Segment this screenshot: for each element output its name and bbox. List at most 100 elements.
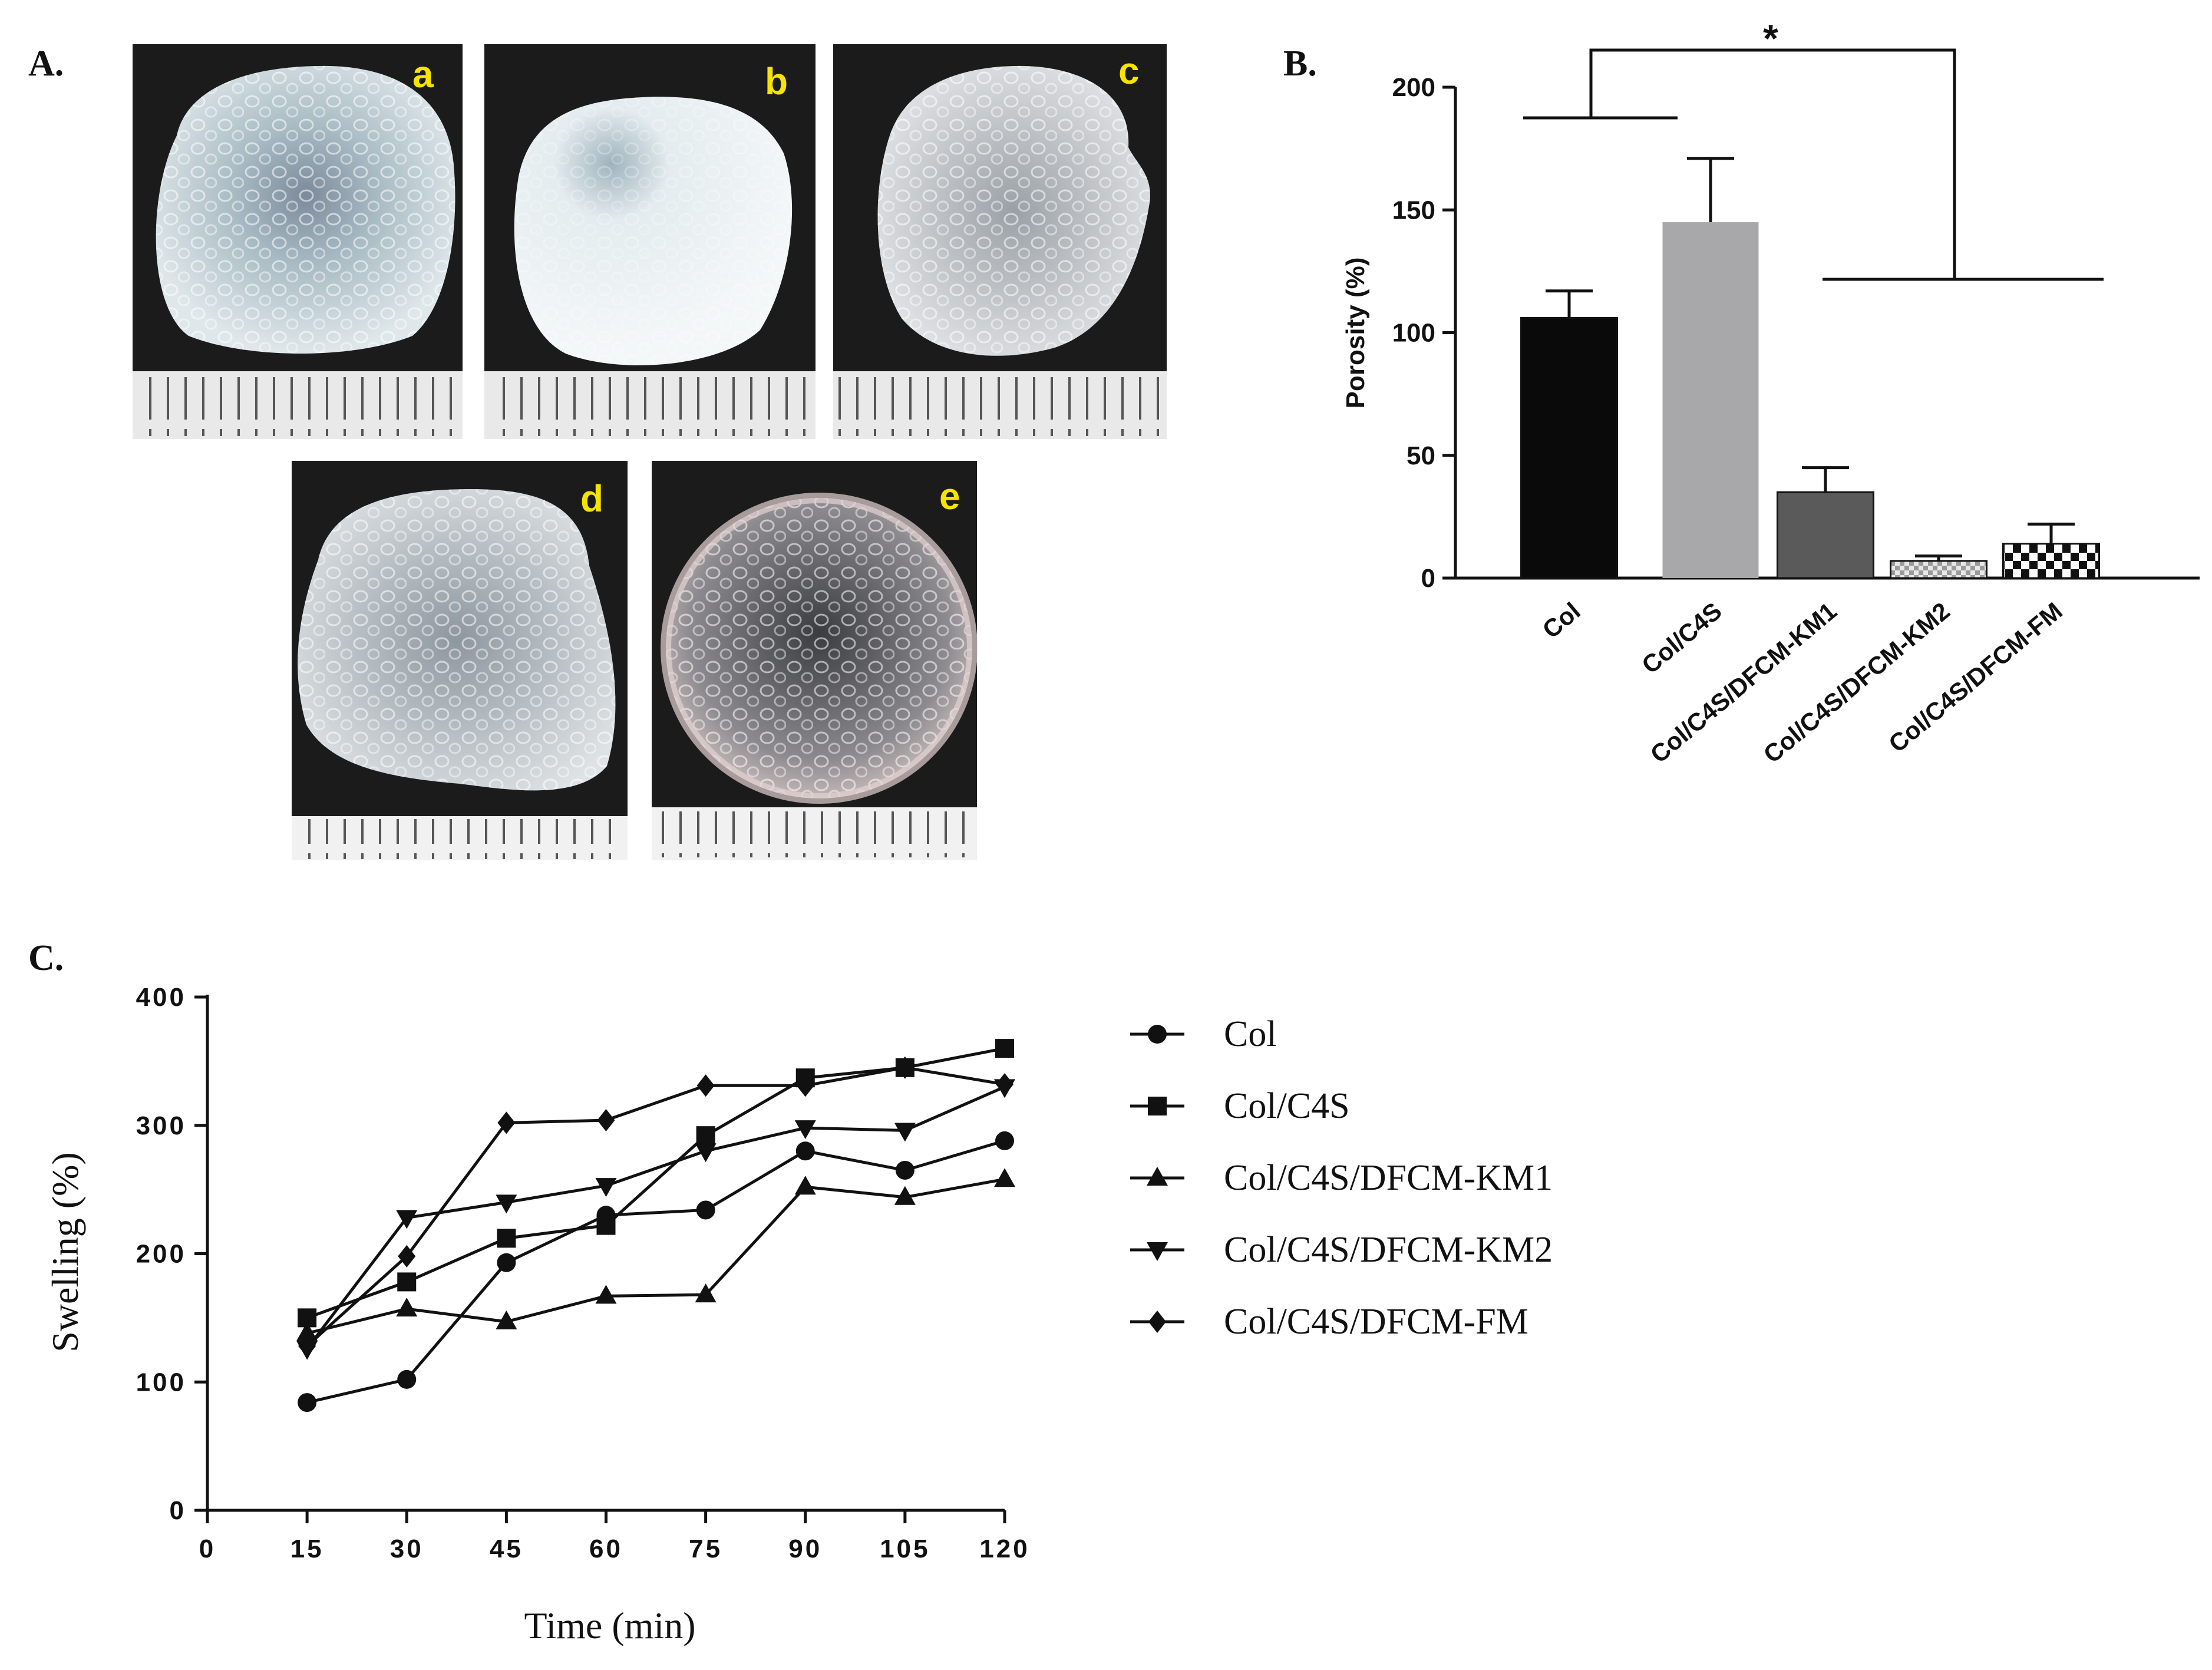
b-category-label: Col/C4S/DFCM-KM1 [1645, 597, 1842, 768]
c-data-point [795, 1141, 815, 1161]
c-data-point [397, 1272, 417, 1292]
c-data-point [397, 1369, 417, 1389]
legend-label: Col/C4S/DFCM-FM [1224, 1302, 1528, 1342]
c-y-tick-label: 100 [136, 1368, 186, 1397]
c-data-point [994, 1168, 1015, 1187]
photo-d: d [292, 461, 628, 860]
c-data-point [696, 1126, 715, 1146]
legend-marker [1147, 1242, 1168, 1261]
b-y-tick-label: 200 [1392, 73, 1435, 102]
c-data-point [696, 1200, 715, 1220]
c-x-tick-label: 120 [979, 1534, 1029, 1563]
c-data-point [995, 1131, 1014, 1150]
c-data-point [996, 1073, 1013, 1096]
photo-letter-a: a [412, 53, 434, 95]
c-data-point [497, 1229, 516, 1248]
c-data-point [396, 1298, 418, 1317]
c-data-point [497, 1253, 516, 1272]
c-series-3 [296, 1079, 1015, 1360]
c-x-tick-label: 15 [290, 1534, 324, 1563]
c-data-point [396, 1210, 418, 1229]
panel-label-b: B. [1283, 44, 1317, 84]
c-series-4 [298, 1056, 1013, 1358]
c-y-tick-label: 400 [136, 983, 186, 1012]
c-data-point [796, 1074, 814, 1097]
panel-label-c: C. [28, 938, 64, 978]
c-data-point [597, 1109, 615, 1132]
photo-a: a [133, 44, 463, 439]
photo-letter-d: d [580, 477, 603, 520]
c-y-tick-label: 0 [170, 1496, 186, 1525]
c-data-point [496, 1310, 517, 1329]
legend-item: Col [1130, 1014, 1277, 1054]
c-x-tick-label: 75 [689, 1534, 722, 1563]
c-x-tick-label: 60 [589, 1534, 623, 1563]
b-bar [1520, 317, 1618, 579]
c-x-tick-label: 105 [880, 1534, 930, 1563]
b-y-tick-label: 100 [1392, 319, 1435, 348]
c-data-point [398, 1245, 416, 1268]
c-x-tick-label: 90 [788, 1534, 822, 1563]
legend-item: Col/C4S/DFCM-KM1 [1130, 1158, 1553, 1198]
c-data-point [596, 1216, 616, 1235]
c-data-point [794, 1176, 816, 1195]
c-data-point [695, 1283, 717, 1303]
b-category-label: Col [1537, 597, 1586, 643]
c-series-line [306, 1177, 1005, 1335]
legend-label: Col/C4S [1224, 1086, 1350, 1126]
c-data-point [896, 1056, 914, 1079]
photo-letter-e: e [939, 475, 960, 517]
c-data-point [794, 1120, 816, 1140]
c-data-point [595, 1285, 617, 1304]
b-bar [1777, 491, 1874, 579]
c-x-tick-label: 45 [490, 1534, 523, 1563]
c-data-point [995, 1039, 1014, 1058]
c-data-point [595, 1178, 617, 1197]
b-y-tick-label: 50 [1407, 441, 1435, 470]
b-bar [2002, 543, 2100, 579]
c-y-tick-label: 200 [136, 1240, 186, 1269]
legend-marker [1147, 1167, 1168, 1186]
legend-item: Col/C4S/DFCM-FM [1130, 1302, 1528, 1342]
panel-label-a: A. [28, 44, 64, 84]
legend-item: Col/C4S [1130, 1086, 1350, 1126]
c-data-point [497, 1111, 516, 1134]
c-series-line [306, 1085, 1006, 1350]
legend-label: Col/C4S/DFCM-KM1 [1224, 1158, 1553, 1198]
c-data-point [695, 1143, 717, 1163]
photo-letter-c: c [1118, 49, 1140, 92]
b-y-axis-title: Porosity (%) [1341, 258, 1370, 409]
b-category-label: Col/C4S [1636, 597, 1727, 679]
legend-item: Col/C4S/DFCM-KM2 [1130, 1230, 1553, 1270]
swelling-line-chart: 0 100 200 300 400 0 15 30 45 60 75 90 105 120 Col Col… [44, 983, 1553, 1646]
legend-label: Col [1224, 1014, 1277, 1054]
significance-star: * [1763, 16, 1778, 60]
b-bar [1890, 560, 1988, 579]
c-x-axis-title: Time (min) [524, 1605, 696, 1646]
photo-b: b [484, 44, 816, 439]
c-x-tick-label: 0 [199, 1534, 216, 1563]
c-data-point [296, 1322, 318, 1341]
photo-e: e [652, 461, 978, 860]
c-series-0 [298, 1131, 1014, 1412]
c-data-point [895, 1160, 914, 1180]
b-y-tick-label: 150 [1392, 196, 1435, 225]
c-series-line [306, 1066, 1005, 1348]
c-data-point [298, 1335, 316, 1358]
c-data-point [894, 1123, 916, 1142]
c-series-line [306, 1139, 1005, 1404]
c-series-1 [298, 1039, 1014, 1328]
c-x-tick-label: 30 [390, 1534, 424, 1563]
legend-marker [1148, 1025, 1167, 1044]
c-data-point [496, 1194, 517, 1214]
c-series-2 [296, 1168, 1015, 1341]
c-data-point [298, 1393, 317, 1412]
photo-c: c [833, 44, 1167, 439]
legend-label: Col/C4S/DFCM-KM2 [1224, 1230, 1553, 1270]
b-bar [1662, 222, 1759, 578]
b-y-tick-label: 0 [1421, 564, 1435, 593]
c-data-point [696, 1074, 715, 1097]
porosity-bar-chart: 0 50 100 150 200 Col Col/C4SCol/C4S/DFCM-KM1C… [1341, 16, 2200, 768]
legend-marker [1148, 1097, 1167, 1115]
